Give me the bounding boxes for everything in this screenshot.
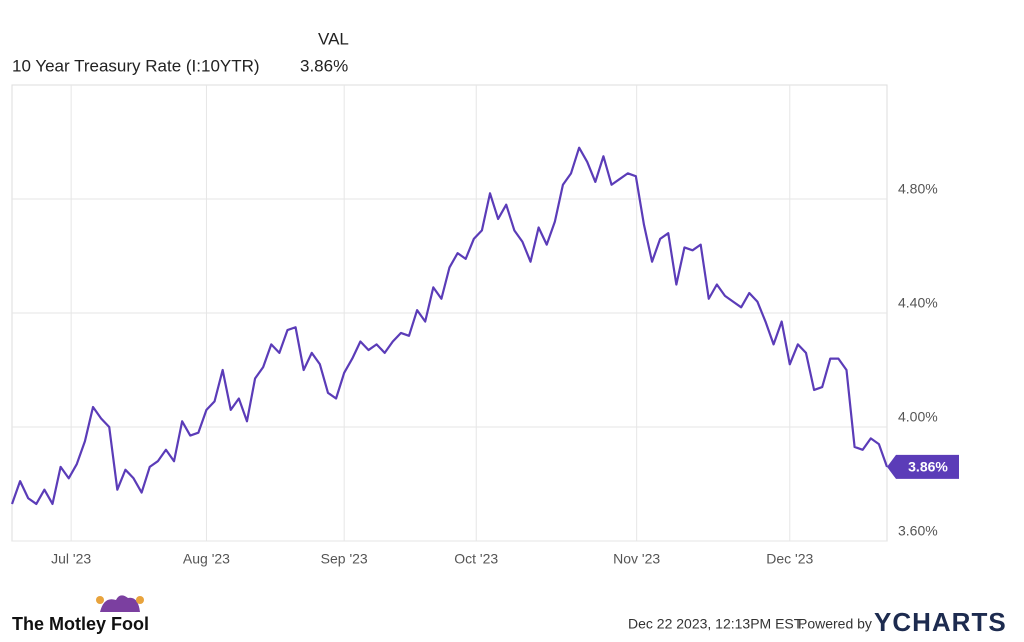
x-tick-label: Sep '23 [321,551,368,567]
legend-entry: 10 Year Treasury Rate (I:10YTR) [12,56,260,75]
y-tick-label: 3.60% [898,523,938,539]
powered-by: Powered by [798,616,872,632]
tag-label: 3.86% [908,459,948,475]
timestamp: Dec 22 2023, 12:13PM EST. [628,616,805,632]
tag-shape [887,454,959,479]
y-tick-label: 4.40% [898,295,938,311]
x-tick-label: Jul '23 [51,551,91,567]
legend-value: 3.86% [300,56,348,75]
x-tick-label: Aug '23 [183,551,230,567]
last-value-tag: 3.86% [887,454,959,479]
brand-logo [96,595,144,612]
x-tick-label: Dec '23 [766,551,813,567]
x-tick-label: Nov '23 [613,551,660,567]
y-tick-label: 4.80% [898,181,938,197]
provider-logo: YCHARTS [874,607,1007,637]
legend-header: VAL [318,29,349,48]
y-tick-label: 4.00% [898,409,938,425]
line [10,146,889,506]
brand: The Motley Fool [12,614,149,634]
x-tick-label: Oct '23 [454,551,498,567]
